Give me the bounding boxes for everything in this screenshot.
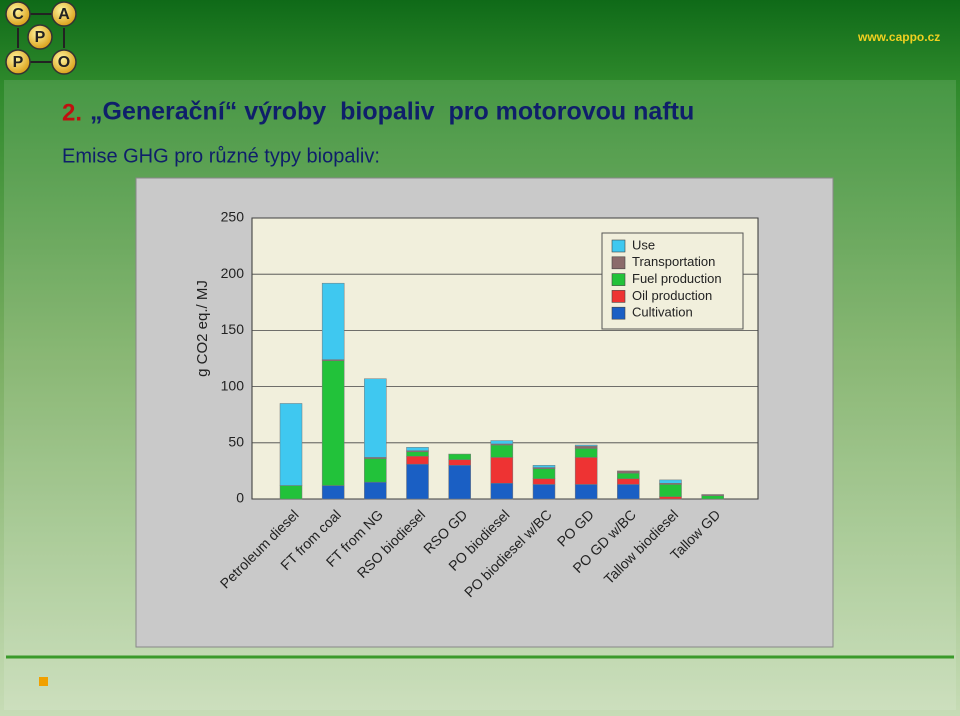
bar-segment	[617, 470, 640, 474]
logo-coin	[5, 49, 31, 75]
logo-letter: P	[13, 54, 24, 71]
bar-segment	[659, 479, 682, 484]
bar-segment	[364, 481, 387, 500]
legend-swatch	[611, 290, 626, 303]
legend-swatch	[611, 256, 626, 270]
legend-box	[601, 232, 744, 330]
y-tick-label: 100	[221, 377, 245, 393]
logo-coin	[51, 1, 77, 27]
bar-segment	[617, 484, 640, 500]
bar-segment	[574, 484, 598, 500]
bar-segment	[701, 495, 724, 500]
bar-segment	[490, 483, 514, 500]
legend-swatch	[611, 239, 626, 253]
footer-bullet	[39, 677, 48, 686]
bar-segment	[279, 403, 303, 486]
y-tick-label: 0	[236, 490, 244, 506]
logo-letter: P	[35, 29, 46, 46]
bar-segment	[448, 459, 471, 466]
bar-segment	[659, 496, 682, 500]
bar-segment	[659, 484, 682, 498]
bar-segment	[406, 451, 429, 457]
bar-segment	[364, 458, 387, 483]
logo-letter: C	[12, 6, 24, 23]
bar-segment	[321, 360, 345, 486]
website: www.cappo.cz	[857, 30, 940, 44]
bar-segment	[490, 440, 514, 445]
bar-segment	[574, 448, 598, 458]
logo-coin	[27, 24, 53, 50]
bar-segment	[490, 444, 514, 458]
bar-segment	[532, 478, 556, 485]
logo-letter: O	[58, 54, 70, 71]
y-tick-label: 200	[221, 265, 245, 281]
y-axis-label: g CO2 eq./ MJ	[194, 280, 211, 377]
bar-segment	[574, 457, 598, 485]
bar-segment	[701, 494, 724, 496]
legend-label: Oil production	[632, 288, 712, 303]
bar-segment	[406, 447, 429, 451]
y-tick-label: 250	[221, 209, 245, 225]
bar-segment	[364, 378, 387, 458]
bar-segment	[406, 456, 429, 465]
bar-segment	[617, 472, 640, 480]
legend-swatch	[611, 306, 626, 320]
logo	[17, 13, 65, 63]
bar-segment	[532, 468, 556, 480]
bar-segment	[574, 445, 598, 449]
bar-segment	[279, 485, 303, 500]
bar-segment	[448, 453, 471, 460]
slide-number: 2.	[62, 99, 82, 126]
bar-segment	[406, 463, 429, 500]
legend-label: Use	[632, 237, 655, 252]
logo-coin	[5, 1, 31, 27]
bar-segment	[532, 484, 556, 500]
bar-segment	[617, 478, 640, 485]
legend-swatch	[611, 273, 626, 286]
slide-subtitle: Emise GHG pro různé typy biopaliv:	[62, 145, 380, 167]
bar-segment	[490, 457, 514, 484]
logo-coin	[51, 49, 77, 75]
bar-segment	[574, 444, 598, 447]
logo-letter: A	[58, 6, 70, 23]
bar-segment	[321, 485, 345, 500]
bar-segment	[321, 282, 345, 360]
y-tick-label: 50	[228, 434, 244, 450]
bar-segment	[532, 465, 556, 468]
legend-label: Transportation	[632, 254, 715, 269]
slide-title: „Generační“ výroby biopaliv pro motorovo…	[90, 98, 694, 126]
bar-segment	[448, 465, 471, 500]
y-tick-label: 150	[221, 321, 245, 337]
legend-label: Cultivation	[632, 305, 693, 320]
legend-label: Fuel production	[632, 271, 722, 286]
